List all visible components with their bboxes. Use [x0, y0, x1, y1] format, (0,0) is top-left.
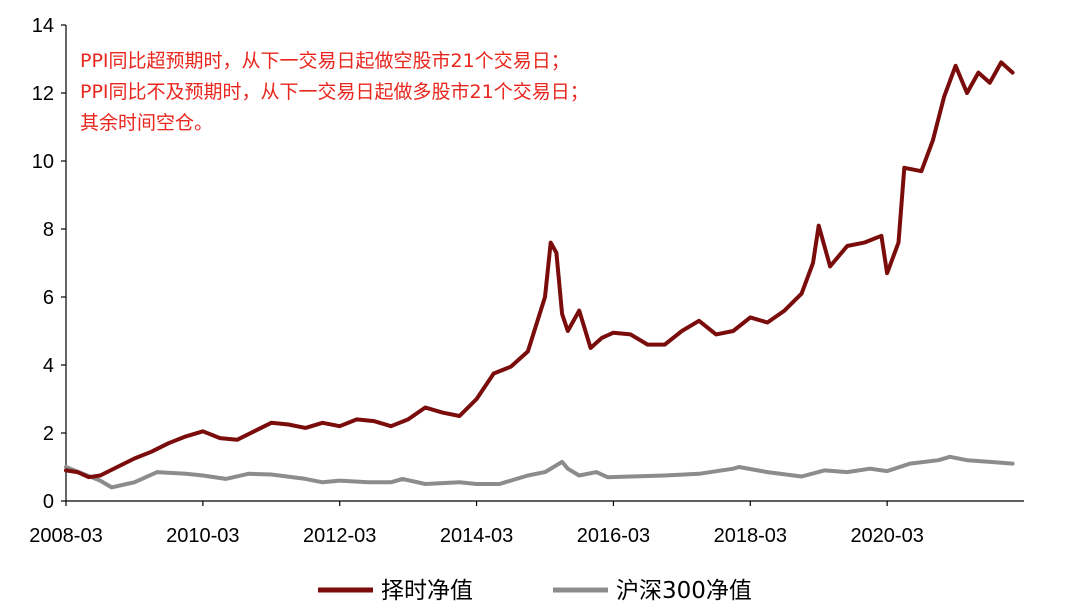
x-tick-label: 2020-03	[850, 525, 923, 547]
axes: 0 2 4 6 8 10 12 14 2008-03 2010-03 2012-03 2014-03 2…	[29, 15, 1024, 547]
annotation-line-1: PPI同比超预期时，从下一交易日起做空股市21个交易日；	[80, 50, 570, 72]
legend-label: 沪深300净值	[616, 578, 752, 604]
series-line-csi300	[64, 454, 1015, 490]
series-line-timing	[64, 60, 1015, 480]
x-tick-label: 2018-03	[714, 525, 787, 547]
strategy-annotation: PPI同比超预期时，从下一交易日起做空股市21个交易日； PPI同比不及预期时，…	[80, 50, 589, 134]
y-tick-label: 10	[32, 151, 54, 173]
y-tick-label: 0	[43, 491, 54, 513]
annotation-line-3: 其余时间空仓。	[80, 112, 213, 134]
legend: 择时净值 沪深300净值	[318, 578, 752, 604]
x-tick-label: 2016-03	[577, 525, 650, 547]
x-tick-label: 2014-03	[440, 525, 513, 547]
y-tick-label: 6	[43, 287, 54, 309]
y-tick-label: 12	[32, 83, 54, 105]
y-tick-label: 2	[43, 423, 54, 445]
y-tick-label: 14	[32, 15, 54, 37]
x-tick-label: 2012-03	[303, 525, 376, 547]
y-tick-label: 4	[43, 355, 54, 377]
x-tick-label: 2008-03	[29, 525, 102, 547]
annotation-line-2: PPI同比不及预期时，从下一交易日起做多股市21个交易日；	[80, 81, 589, 103]
y-tick-label: 8	[43, 219, 54, 241]
x-tick-label: 2010-03	[166, 525, 239, 547]
series-lines	[64, 60, 1015, 490]
legend-label: 择时净值	[381, 578, 473, 604]
